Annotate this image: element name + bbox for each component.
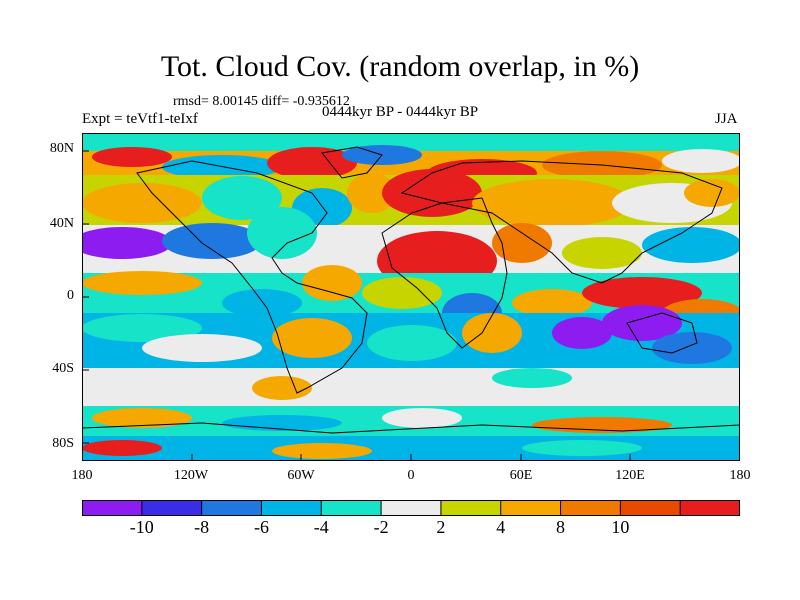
- period-label: 0444kyr BP - 0444kyr BP: [322, 104, 479, 120]
- colorbar-cell: [141, 500, 203, 516]
- lon-label-120e: 120E: [615, 468, 645, 483]
- field-patch: [652, 332, 732, 364]
- field-patch: [492, 368, 572, 388]
- colorbar-label: -8: [194, 517, 210, 537]
- colorbar-label: 10: [611, 517, 630, 537]
- stats-text: rmsd= 8.00145 diff= -0.935612: [173, 94, 350, 109]
- field-patch: [92, 147, 172, 167]
- field-patch: [462, 313, 522, 353]
- lon-label-120w: 120W: [173, 468, 209, 483]
- field-patch: [222, 289, 302, 317]
- field-patch: [302, 265, 362, 301]
- lat-label-80s: 80S: [52, 436, 74, 451]
- field-patch: [642, 227, 740, 263]
- field-patch: [512, 289, 592, 317]
- field-patch: [252, 376, 312, 400]
- lon-label-60w: 60W: [287, 468, 315, 483]
- field-patch: [684, 179, 740, 207]
- colorbar-cell: [82, 500, 143, 516]
- colorbar-label: 8: [556, 517, 565, 537]
- field-patch: [82, 227, 172, 259]
- coastlines: [82, 146, 740, 434]
- field-patch: [382, 169, 482, 217]
- season-label: JJA: [715, 111, 738, 127]
- field-patch: [162, 223, 262, 259]
- colorbar-cell: [620, 500, 681, 516]
- lon-label-180e: 180: [729, 468, 751, 483]
- field-patch: [82, 183, 202, 223]
- experiment-label: Expt = teVtf1-teIxf: [82, 111, 198, 127]
- field-patch: [247, 207, 317, 259]
- colorbar-label: -10: [129, 517, 154, 537]
- field-patch: [267, 147, 357, 179]
- colorbar-cell: [440, 500, 502, 516]
- field-patch: [602, 305, 682, 341]
- lon-label-60e: 60E: [509, 468, 533, 483]
- colorbar-cell: [381, 500, 442, 516]
- field-patch: [367, 325, 457, 361]
- field-patch: [562, 237, 642, 269]
- colorbar-cell: [201, 500, 262, 516]
- field-patch: [272, 443, 372, 459]
- field-patch: [222, 415, 342, 431]
- plot-title: Tot. Cloud Cov. (random overlap, in %): [160, 50, 640, 83]
- arctic-band: [82, 133, 740, 151]
- field-patch: [82, 271, 202, 295]
- field-patch: [472, 179, 632, 227]
- lat-label-80n: 80N: [49, 141, 74, 156]
- field-patch: [142, 334, 262, 362]
- lon-label-0: 0: [407, 468, 415, 483]
- field-patch: [362, 277, 442, 309]
- colorbar-cell: [560, 500, 621, 516]
- colorbar-frame: [82, 500, 740, 516]
- southern-ocean-band: [82, 368, 740, 406]
- field-patch: [347, 173, 397, 213]
- lon-label-180w: 180: [71, 468, 93, 483]
- colorbar-label: 4: [496, 517, 506, 537]
- colorbar-cell: [321, 500, 382, 516]
- colorbar-label: -2: [373, 517, 389, 537]
- colorbar-cell: [680, 500, 740, 516]
- lat-label-40n: 40N: [49, 216, 74, 231]
- field-patch: [582, 277, 702, 309]
- cloud-cover-map: [82, 133, 740, 461]
- lat-label-40s: 40S: [52, 361, 74, 376]
- colorbar-label: -6: [254, 517, 269, 537]
- colorbar-cell: [261, 500, 322, 516]
- axis-ticks: [82, 150, 631, 461]
- colorbar: [82, 500, 740, 516]
- lat-label-0: 0: [67, 288, 74, 303]
- field-patch: [272, 318, 352, 358]
- field-patch: [202, 176, 282, 220]
- field-patch: [522, 440, 642, 456]
- colorbar-cell: [500, 500, 562, 516]
- field-patch: [82, 440, 162, 456]
- field-patch: [382, 408, 462, 428]
- field-patch: [82, 314, 202, 342]
- colorbar-label: -4: [313, 517, 329, 537]
- field-patch: [552, 317, 612, 349]
- colorbar-label: 2: [436, 517, 446, 537]
- field-patch: [492, 223, 552, 263]
- field-patch: [92, 408, 192, 428]
- field-patch: [662, 149, 740, 173]
